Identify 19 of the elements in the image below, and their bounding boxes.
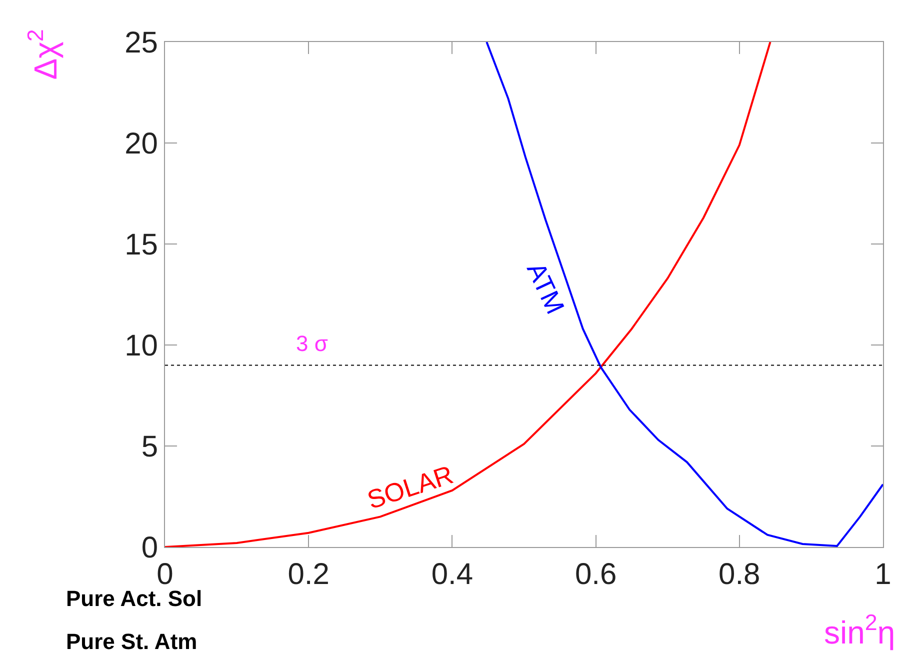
y-tick-label: 5 [141,430,158,464]
text: Pure Act. Sol [66,586,202,611]
y-tick-label: 10 [124,330,158,362]
x-tick-label: 0.4 [431,558,474,591]
ref-line-label: 3 σ [296,331,328,356]
text: Pure St. Atm [66,629,198,654]
text: ATM [521,258,571,318]
line-series [165,42,772,547]
x-tick-label: 0.8 [718,558,760,591]
x-axis-title: sin$^{2}$η [824,610,896,650]
line-series [486,42,883,547]
x-tick-label: 1 [874,558,892,591]
x-tick-label: 0.2 [288,558,330,591]
y-tick-label: 25 [124,26,158,60]
text: SOLAR [364,459,457,515]
y-tick-label: 0 [141,532,158,564]
y-tick-label: 15 [124,228,158,262]
x-tick-label: 0.6 [574,558,617,591]
y-tick-label: 20 [124,128,158,160]
